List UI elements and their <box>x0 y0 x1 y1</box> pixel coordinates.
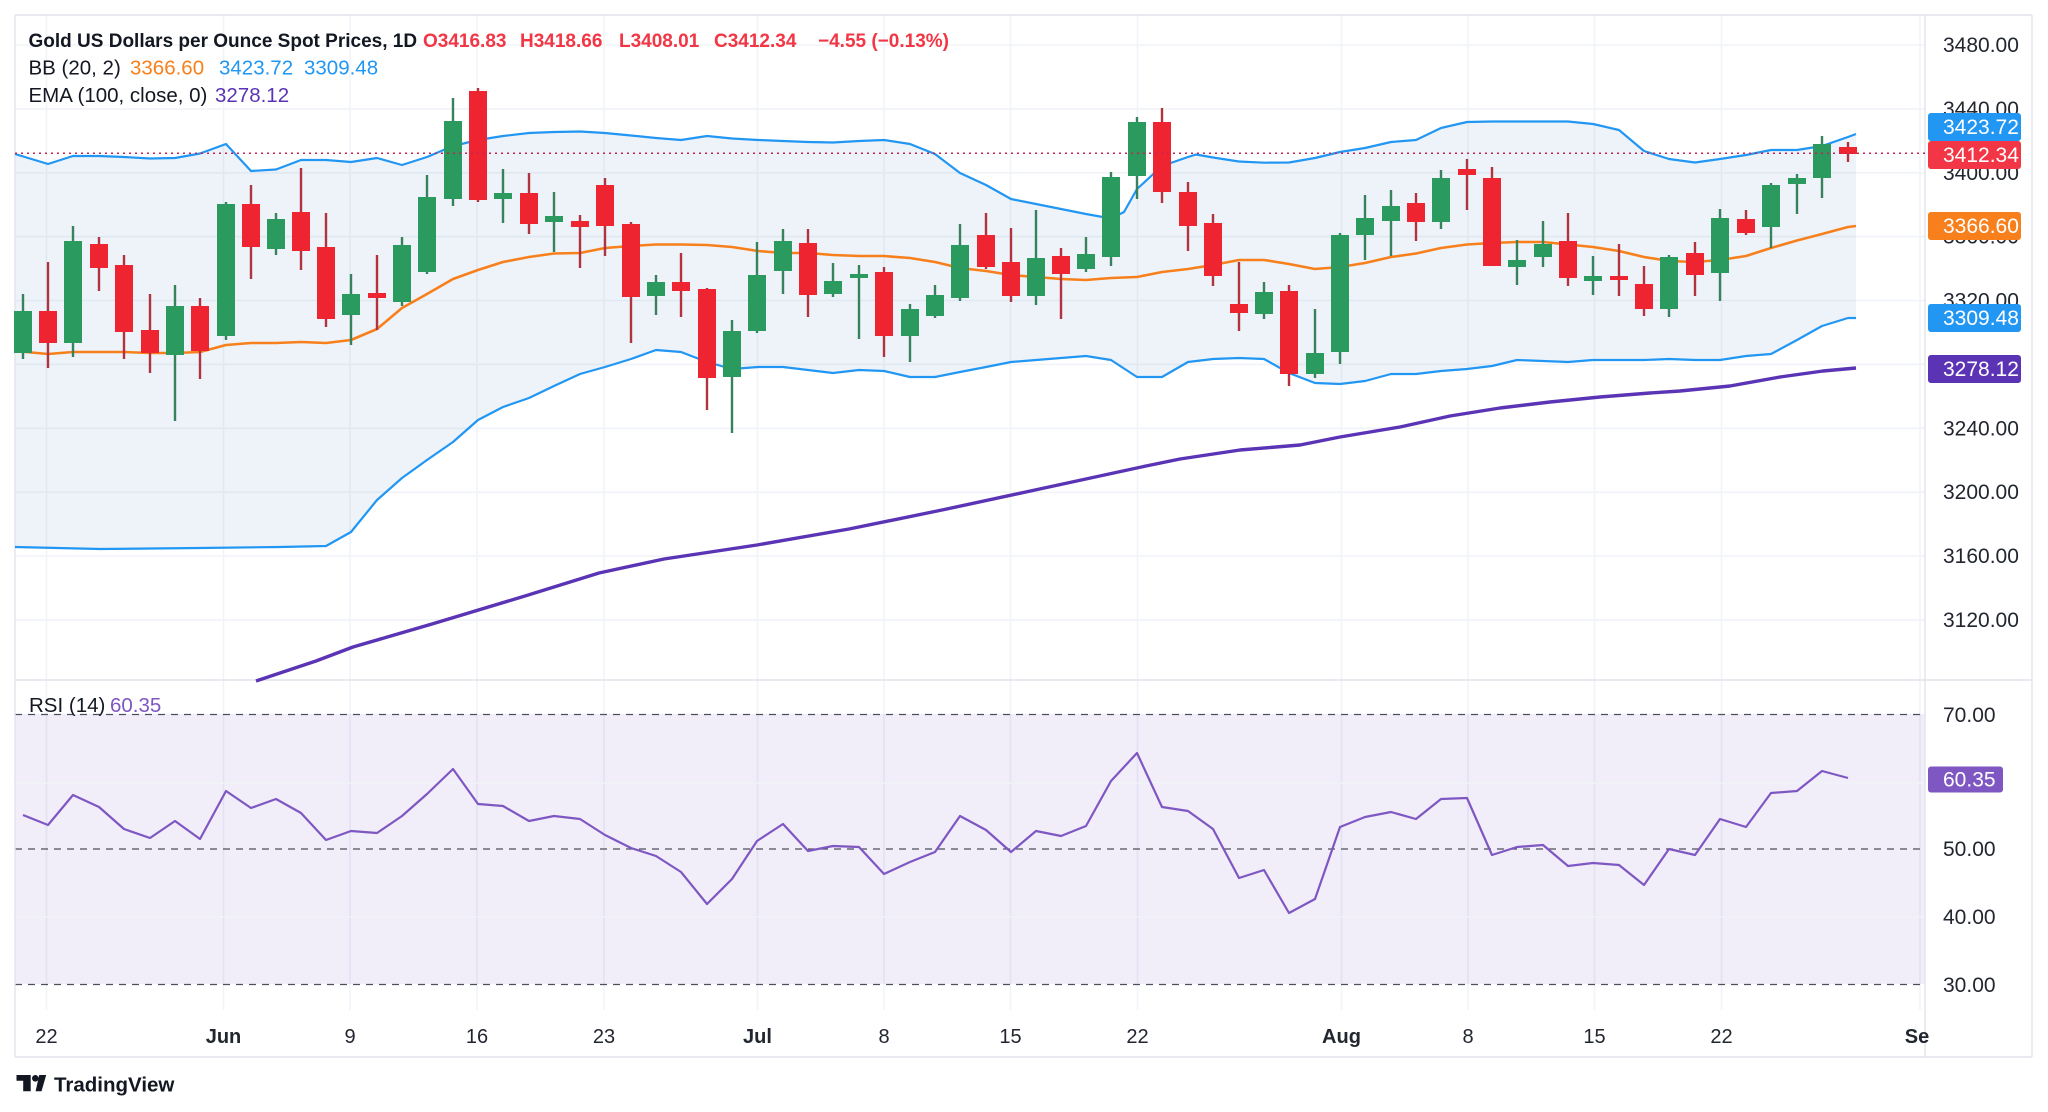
svg-text:3366.60: 3366.60 <box>130 57 204 80</box>
svg-text:8: 8 <box>1462 1026 1473 1048</box>
svg-text:Gold US Dollars per Ounce Spot: Gold US Dollars per Ounce Spot Prices, 1… <box>29 31 418 52</box>
svg-text:15: 15 <box>999 1026 1021 1048</box>
svg-text:RSI (14): RSI (14) <box>29 694 105 717</box>
svg-text:3309.48: 3309.48 <box>1943 307 2019 330</box>
svg-text:3480.00: 3480.00 <box>1943 34 2019 57</box>
svg-text:3423.72: 3423.72 <box>1943 116 2019 139</box>
svg-text:BB (20, 2): BB (20, 2) <box>29 57 121 80</box>
svg-text:16: 16 <box>466 1026 488 1048</box>
svg-text:TradingView: TradingView <box>54 1074 174 1097</box>
svg-text:−4.55 (−0.13%): −4.55 (−0.13%) <box>818 31 949 52</box>
svg-text:3366.60: 3366.60 <box>1943 215 2019 238</box>
svg-text:L3408.01: L3408.01 <box>619 31 700 52</box>
svg-text:3200.00: 3200.00 <box>1943 481 2019 504</box>
svg-text:30.00: 30.00 <box>1943 974 1996 997</box>
svg-text:40.00: 40.00 <box>1943 906 1996 929</box>
svg-text:22: 22 <box>35 1026 57 1048</box>
svg-text:3423.72: 3423.72 <box>219 57 293 80</box>
svg-text:3309.48: 3309.48 <box>304 57 378 80</box>
svg-text:Jul: Jul <box>743 1026 772 1048</box>
svg-text:3412.34: 3412.34 <box>1943 144 2019 167</box>
svg-text:O3416.83: O3416.83 <box>423 31 506 52</box>
svg-text:3278.12: 3278.12 <box>1943 358 2019 381</box>
svg-text:60.35: 60.35 <box>1943 769 1996 792</box>
svg-text:3160.00: 3160.00 <box>1943 545 2019 568</box>
svg-text:23: 23 <box>593 1026 615 1048</box>
svg-text:8: 8 <box>878 1026 889 1048</box>
svg-text:9: 9 <box>344 1026 355 1048</box>
svg-text:70.00: 70.00 <box>1943 704 1996 727</box>
svg-text:15: 15 <box>1583 1026 1605 1048</box>
svg-text:Se: Se <box>1905 1026 1929 1048</box>
svg-text:3120.00: 3120.00 <box>1943 609 2019 632</box>
svg-text:60.35: 60.35 <box>110 694 161 717</box>
svg-text:Aug: Aug <box>1322 1026 1361 1048</box>
svg-text:50.00: 50.00 <box>1943 838 1996 861</box>
svg-text:3278.12: 3278.12 <box>215 84 289 107</box>
svg-text:3240.00: 3240.00 <box>1943 417 2019 440</box>
svg-text:H3418.66: H3418.66 <box>520 31 602 52</box>
svg-text:22: 22 <box>1126 1026 1148 1048</box>
svg-text:22: 22 <box>1710 1026 1732 1048</box>
svg-text:Jun: Jun <box>206 1026 242 1048</box>
svg-text:C3412.34: C3412.34 <box>714 31 797 52</box>
svg-text:EMA (100, close, 0): EMA (100, close, 0) <box>29 84 208 107</box>
